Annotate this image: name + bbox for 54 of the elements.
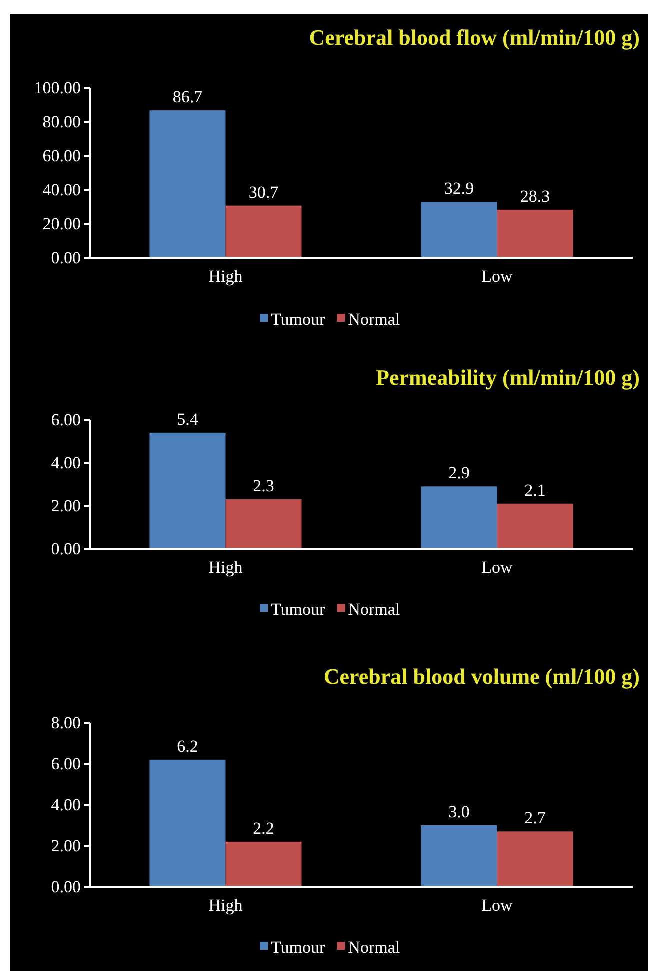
data-label: 6.2 xyxy=(177,736,198,756)
legend-label: Tumour xyxy=(271,600,326,619)
data-label: 2.9 xyxy=(448,464,470,483)
bar xyxy=(150,432,226,549)
data-label: 3.0 xyxy=(448,802,470,822)
data-label: 2.7 xyxy=(524,808,546,828)
data-label: 28.3 xyxy=(520,186,550,206)
x-tick-label: High xyxy=(208,896,244,916)
data-label: 5.4 xyxy=(177,410,199,429)
data-label: 2.3 xyxy=(253,476,274,496)
data-label: 30.7 xyxy=(248,182,280,202)
y-tick-label: 8.00 xyxy=(51,713,81,732)
legend-label: Tumour xyxy=(271,310,326,329)
bar xyxy=(497,832,574,887)
chart-title: Cerebral blood flow (ml/min/100 g) xyxy=(309,25,640,50)
data-label: 32.9 xyxy=(444,179,474,198)
y-tick-label: 100.00 xyxy=(34,78,81,98)
y-tick-label: 6.00 xyxy=(51,754,81,774)
data-label: 2.2 xyxy=(253,818,274,838)
x-tick-label: High xyxy=(208,558,244,578)
y-tick-label: 80.00 xyxy=(42,112,81,132)
bar xyxy=(497,504,574,549)
legend-label: Tumour xyxy=(271,938,326,957)
x-tick-label: Low xyxy=(482,267,514,286)
legend-label: Normal xyxy=(348,938,400,957)
y-tick-label: 0.00 xyxy=(51,877,81,896)
x-tick-label: Low xyxy=(482,896,514,916)
x-tick-label: High xyxy=(208,267,244,286)
bar xyxy=(226,842,302,887)
y-tick-label: 20.00 xyxy=(42,214,81,234)
bar xyxy=(421,826,498,887)
y-tick-label: 4.00 xyxy=(51,795,81,814)
bar xyxy=(150,760,226,887)
bar xyxy=(421,486,498,549)
legend-label: Normal xyxy=(348,600,400,619)
bar xyxy=(421,202,498,258)
data-label: 2.1 xyxy=(524,480,546,500)
chart-title: Cerebral blood volume (ml/100 g) xyxy=(324,664,640,689)
y-tick-label: 40.00 xyxy=(42,180,81,200)
bar xyxy=(226,206,302,258)
y-tick-label: 0.00 xyxy=(51,248,81,268)
y-tick-label: 6.00 xyxy=(51,410,81,430)
y-tick-label: 4.00 xyxy=(51,453,81,472)
y-tick-label: 2.00 xyxy=(51,836,81,856)
bar xyxy=(226,500,302,549)
y-tick-label: 60.00 xyxy=(42,146,81,166)
y-tick-label: 0.00 xyxy=(51,539,81,558)
y-tick-label: 2.00 xyxy=(51,496,81,516)
legend-label: Normal xyxy=(348,310,400,329)
data-label: 86.7 xyxy=(172,88,204,107)
bar xyxy=(497,210,574,258)
bar xyxy=(150,110,226,258)
chart-title: Permeability (ml/min/100 g) xyxy=(376,365,640,390)
x-tick-label: Low xyxy=(482,558,514,578)
